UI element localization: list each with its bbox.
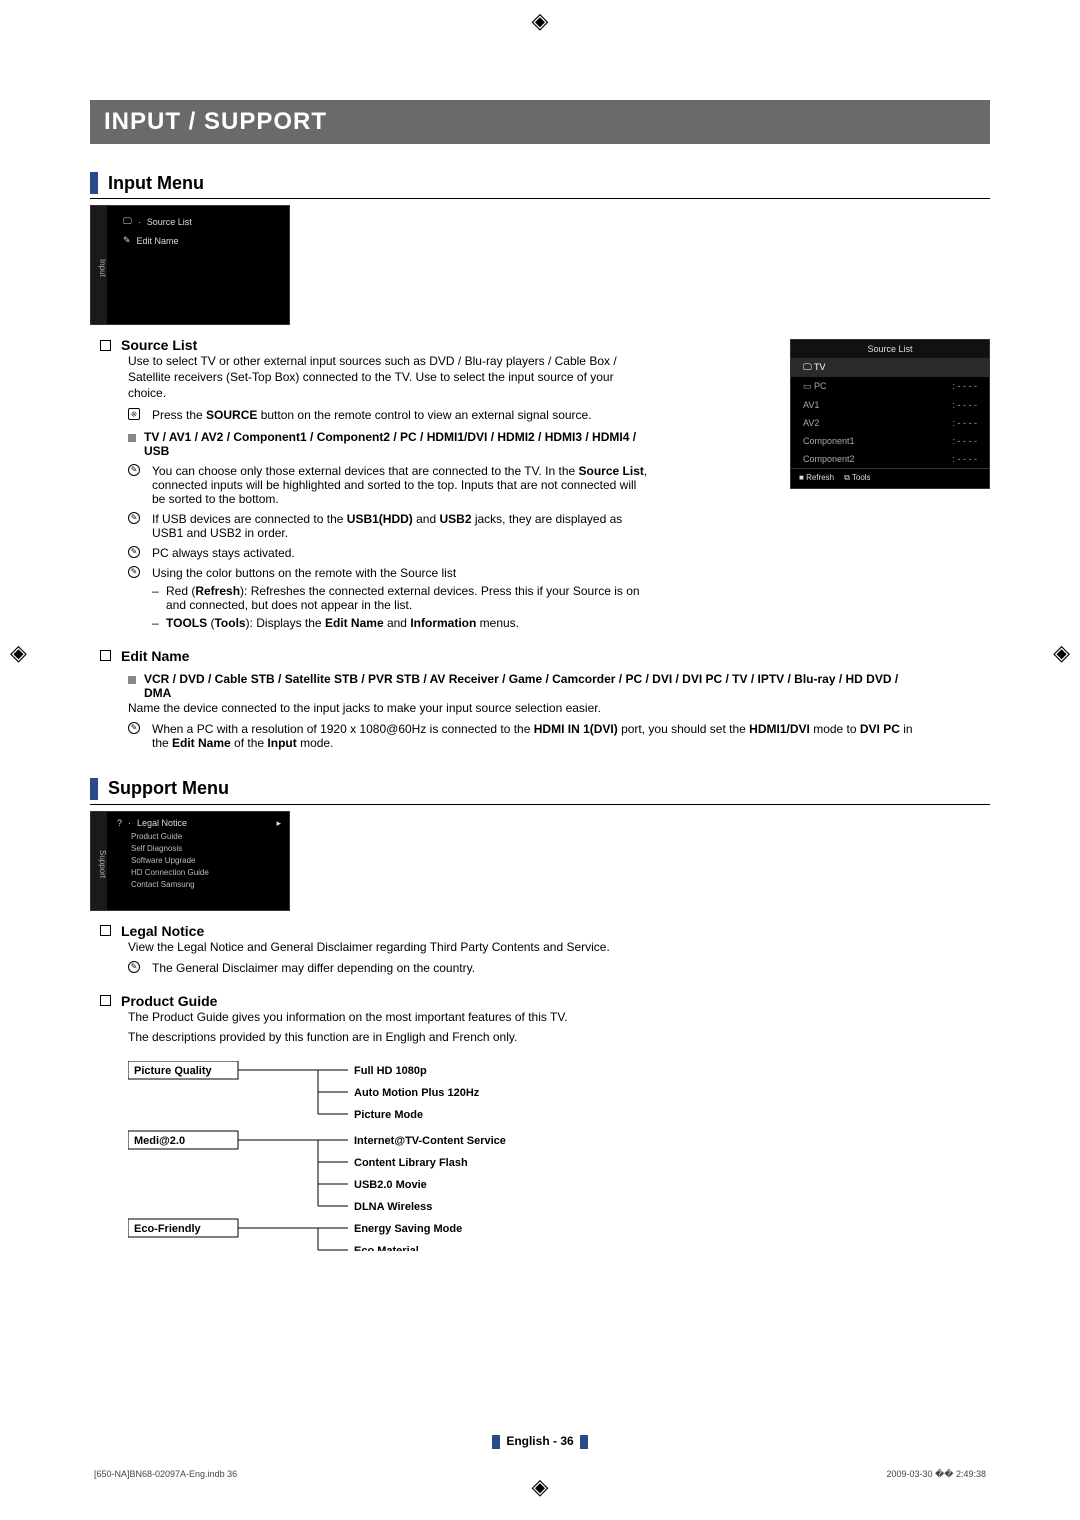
svg-text:Picture Quality: Picture Quality xyxy=(134,1065,213,1077)
screenshot-source-list: Source List 🖵 TV ▭ PC: - - - - AV1: - - … xyxy=(790,339,990,489)
note-icon: ✎ xyxy=(128,566,140,578)
inputs-list: TV / AV1 / AV2 / Component1 / Component2… xyxy=(144,430,636,458)
note-icon: ✎ xyxy=(128,464,140,476)
tree-diagram: Picture Quality Full HD 1080p Auto Motio… xyxy=(128,1061,648,1251)
svg-text:DLNA Wireless: DLNA Wireless xyxy=(354,1201,432,1213)
item-legal-notice: Legal Notice View the Legal Notice and G… xyxy=(90,923,990,975)
screenshot-support-menu: Support ? · Legal Notice▸ Product Guide … xyxy=(90,811,290,911)
checkbox-icon xyxy=(100,995,111,1006)
ss-icon: ✎ xyxy=(123,235,131,246)
note-icon: ✎ xyxy=(128,961,140,973)
body-text: Use to select TV or other external input… xyxy=(128,353,648,402)
svg-text:USB2.0 Movie: USB2.0 Movie xyxy=(354,1179,427,1191)
svg-text:Medi@2.0: Medi@2.0 xyxy=(134,1135,185,1147)
svg-text:Content Library Flash: Content Library Flash xyxy=(354,1157,468,1169)
svg-text:Energy Saving Mode: Energy Saving Mode xyxy=(354,1223,462,1235)
crop-mark-top: ◈ xyxy=(532,8,549,34)
checkbox-icon xyxy=(100,340,111,351)
remote-icon: ⁜ xyxy=(128,408,140,420)
screenshot-sidebar: Input xyxy=(91,206,107,324)
item-edit-name: Edit Name VCR / DVD / Cable STB / Satell… xyxy=(90,648,990,750)
section-title: Support Menu xyxy=(108,778,229,799)
note-icon: ✎ xyxy=(128,512,140,524)
crop-mark-bottom: ◈ xyxy=(532,1474,549,1500)
checkbox-icon xyxy=(100,650,111,661)
devices-list: VCR / DVD / Cable STB / Satellite STB / … xyxy=(144,672,898,700)
body-text: View the Legal Notice and General Discla… xyxy=(128,939,648,955)
svg-text:Full HD 1080p: Full HD 1080p xyxy=(354,1065,427,1077)
screenshot-sidebar: Support xyxy=(91,812,107,910)
product-guide-tree: Picture Quality Full HD 1080p Auto Motio… xyxy=(128,1061,990,1254)
svg-text:Internet@TV-Content Service: Internet@TV-Content Service xyxy=(354,1135,506,1147)
note-icon: ✎ xyxy=(128,722,140,734)
svg-text:Eco-Friendly: Eco-Friendly xyxy=(134,1223,202,1235)
section-support-menu: Support Menu xyxy=(90,778,990,805)
svg-text:Eco Material: Eco Material xyxy=(354,1245,419,1251)
body-text: Name the device connected to the input j… xyxy=(128,700,928,716)
item-title: Edit Name xyxy=(121,648,189,664)
svg-text:Auto Motion Plus 120Hz: Auto Motion Plus 120Hz xyxy=(354,1087,480,1099)
crop-mark-left: ◈ xyxy=(10,640,27,666)
checkbox-icon xyxy=(100,925,111,936)
item-title: Source List xyxy=(121,337,197,353)
item-title: Product Guide xyxy=(121,993,217,1009)
crop-mark-right: ◈ xyxy=(1053,640,1070,666)
section-input-menu: Input Menu xyxy=(90,172,990,199)
note-icon: ✎ xyxy=(128,546,140,558)
bullet-icon xyxy=(128,676,136,684)
item-product-guide: Product Guide The Product Guide gives yo… xyxy=(90,993,990,1045)
bullet-icon xyxy=(128,434,136,442)
body-text: The descriptions provided by this functi… xyxy=(128,1029,648,1045)
section-title: Input Menu xyxy=(108,173,204,194)
body-text: The Product Guide gives you information … xyxy=(128,1009,648,1025)
screenshot-input-menu: Input 🖵 · Source List ✎ Edit Name xyxy=(90,205,290,325)
ss-icon: 🖵 xyxy=(123,216,132,227)
page-banner: INPUT / SUPPORT xyxy=(90,100,990,144)
item-title: Legal Notice xyxy=(121,923,204,939)
ss-icon: ? xyxy=(117,818,122,828)
body-text: Press the SOURCE button on the remote co… xyxy=(152,408,648,422)
page-footer: English - 36 xyxy=(90,1434,990,1449)
svg-text:Picture Mode: Picture Mode xyxy=(354,1109,423,1121)
